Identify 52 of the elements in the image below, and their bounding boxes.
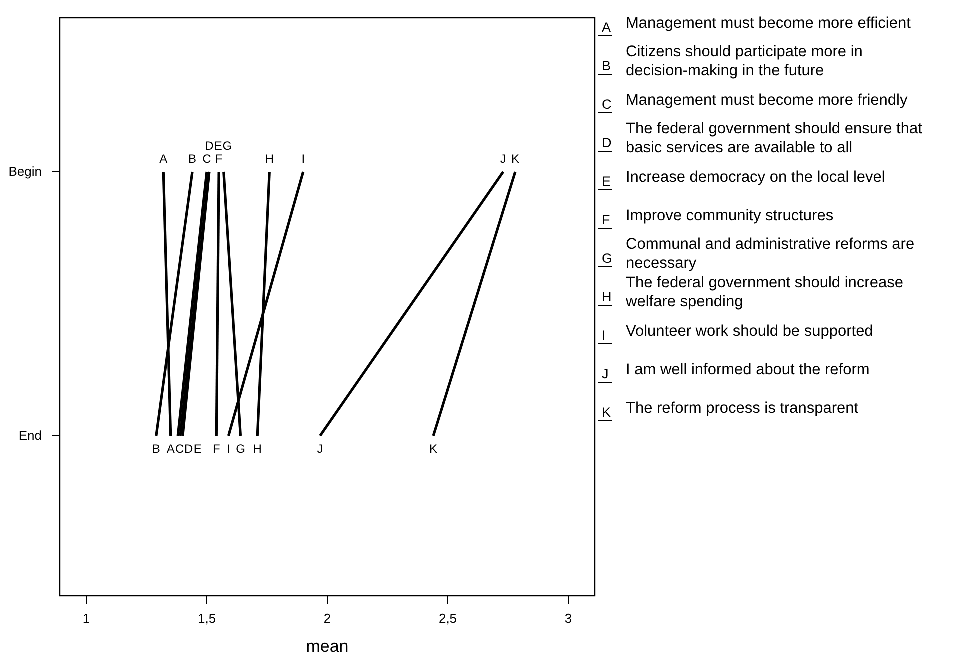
text: H: [602, 290, 612, 304]
x-tick-label: 1,5: [198, 611, 216, 626]
text: The federal government should increase welfare spending: [625, 274, 904, 310]
text: H: [265, 152, 274, 166]
series-label: F: [215, 152, 223, 166]
text: I: [227, 442, 230, 456]
x-tick-label: 2,5: [438, 611, 458, 626]
text: C: [602, 97, 612, 112]
text: The federal government should ensure that basic services are available to all: [626, 120, 924, 156]
series-label: H: [253, 442, 262, 456]
series-label: C: [176, 442, 185, 456]
text: C: [202, 152, 212, 166]
series-label: J: [500, 152, 506, 166]
text: Volunteer work should be supported: [626, 323, 874, 340]
text: The reform process is transparent: [626, 400, 860, 417]
y-tick-label: End: [18, 428, 42, 444]
x-tick-label: 2: [324, 611, 332, 626]
text: Management must become more friendly: [626, 92, 908, 109]
x-axis-title: mean: [306, 637, 349, 656]
x-tick-label: 3: [564, 611, 572, 626]
text: Management must become more efficient: [626, 15, 912, 32]
text: I am well informed about the reform: [626, 362, 870, 378]
text: Increase democracy on the local level: [626, 169, 886, 186]
text: A: [166, 442, 175, 456]
text: K: [602, 405, 612, 420]
text: E: [602, 174, 612, 189]
text: Communal and administrative reforms are necessary: [626, 236, 915, 272]
y-tick-label: Begin: [8, 164, 42, 180]
text: J: [602, 366, 609, 382]
series-label: A: [160, 152, 168, 166]
series-label: K: [511, 152, 520, 166]
text: B: [602, 58, 612, 74]
series-label: G: [236, 442, 246, 456]
text: I: [602, 328, 606, 343]
series-label: D: [184, 442, 194, 456]
text: A: [602, 20, 612, 35]
text: E: [214, 139, 222, 153]
text: K: [430, 442, 438, 456]
text: F: [602, 212, 610, 228]
text: B: [188, 152, 197, 166]
series-label: E: [194, 442, 202, 456]
text: J: [317, 442, 324, 456]
text: D: [602, 136, 612, 150]
series-label: I: [302, 152, 306, 166]
x-tick-label: 1: [82, 611, 90, 626]
text: D: [205, 139, 214, 153]
text: Improve community structures: [626, 208, 834, 224]
series-label: B: [152, 442, 160, 456]
text: F: [212, 442, 220, 456]
text: G: [222, 139, 232, 153]
text: Citizens should participate more in decision-making in the future: [626, 44, 863, 80]
text: G: [602, 251, 613, 266]
